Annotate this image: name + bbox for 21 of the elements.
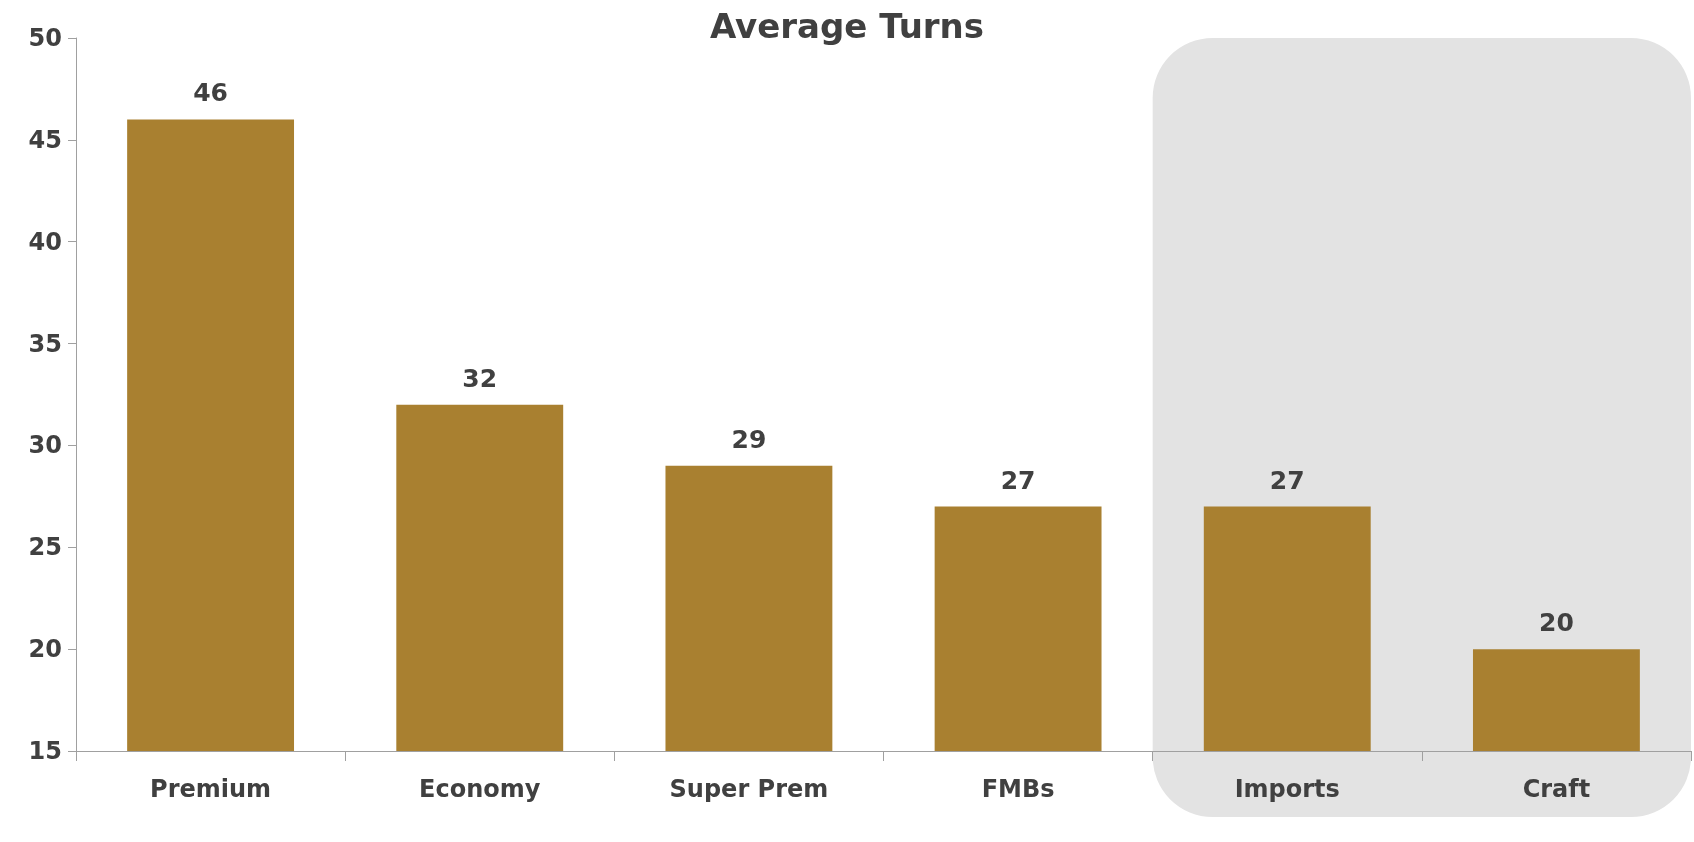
y-tick-label: 35: [28, 329, 62, 358]
x-tick-label: Craft: [1522, 775, 1591, 803]
x-tick-label: Imports: [1234, 775, 1340, 803]
data-label: 29: [731, 424, 767, 454]
y-tick-label: 50: [28, 24, 62, 52]
data-label: 27: [1269, 465, 1305, 495]
x-tick-label: Economy: [419, 775, 541, 803]
x-tick-label: FMBs: [981, 775, 1055, 803]
data-label: 20: [1539, 608, 1574, 638]
x-tick-label: Super Prem: [669, 775, 829, 803]
y-tick-label: 45: [28, 125, 62, 154]
data-label: 27: [1000, 465, 1036, 495]
chart-title: Average Turns: [709, 6, 985, 46]
y-tick-label: 30: [28, 431, 62, 460]
y-tick-label: 20: [28, 635, 62, 664]
x-tick-label: Premium: [150, 775, 272, 803]
data-label: 46: [193, 78, 228, 108]
y-tick-label: 15: [28, 737, 62, 765]
y-tick-label: 40: [28, 227, 62, 256]
y-tick-label: 25: [28, 533, 62, 562]
data-label: 32: [462, 363, 498, 393]
